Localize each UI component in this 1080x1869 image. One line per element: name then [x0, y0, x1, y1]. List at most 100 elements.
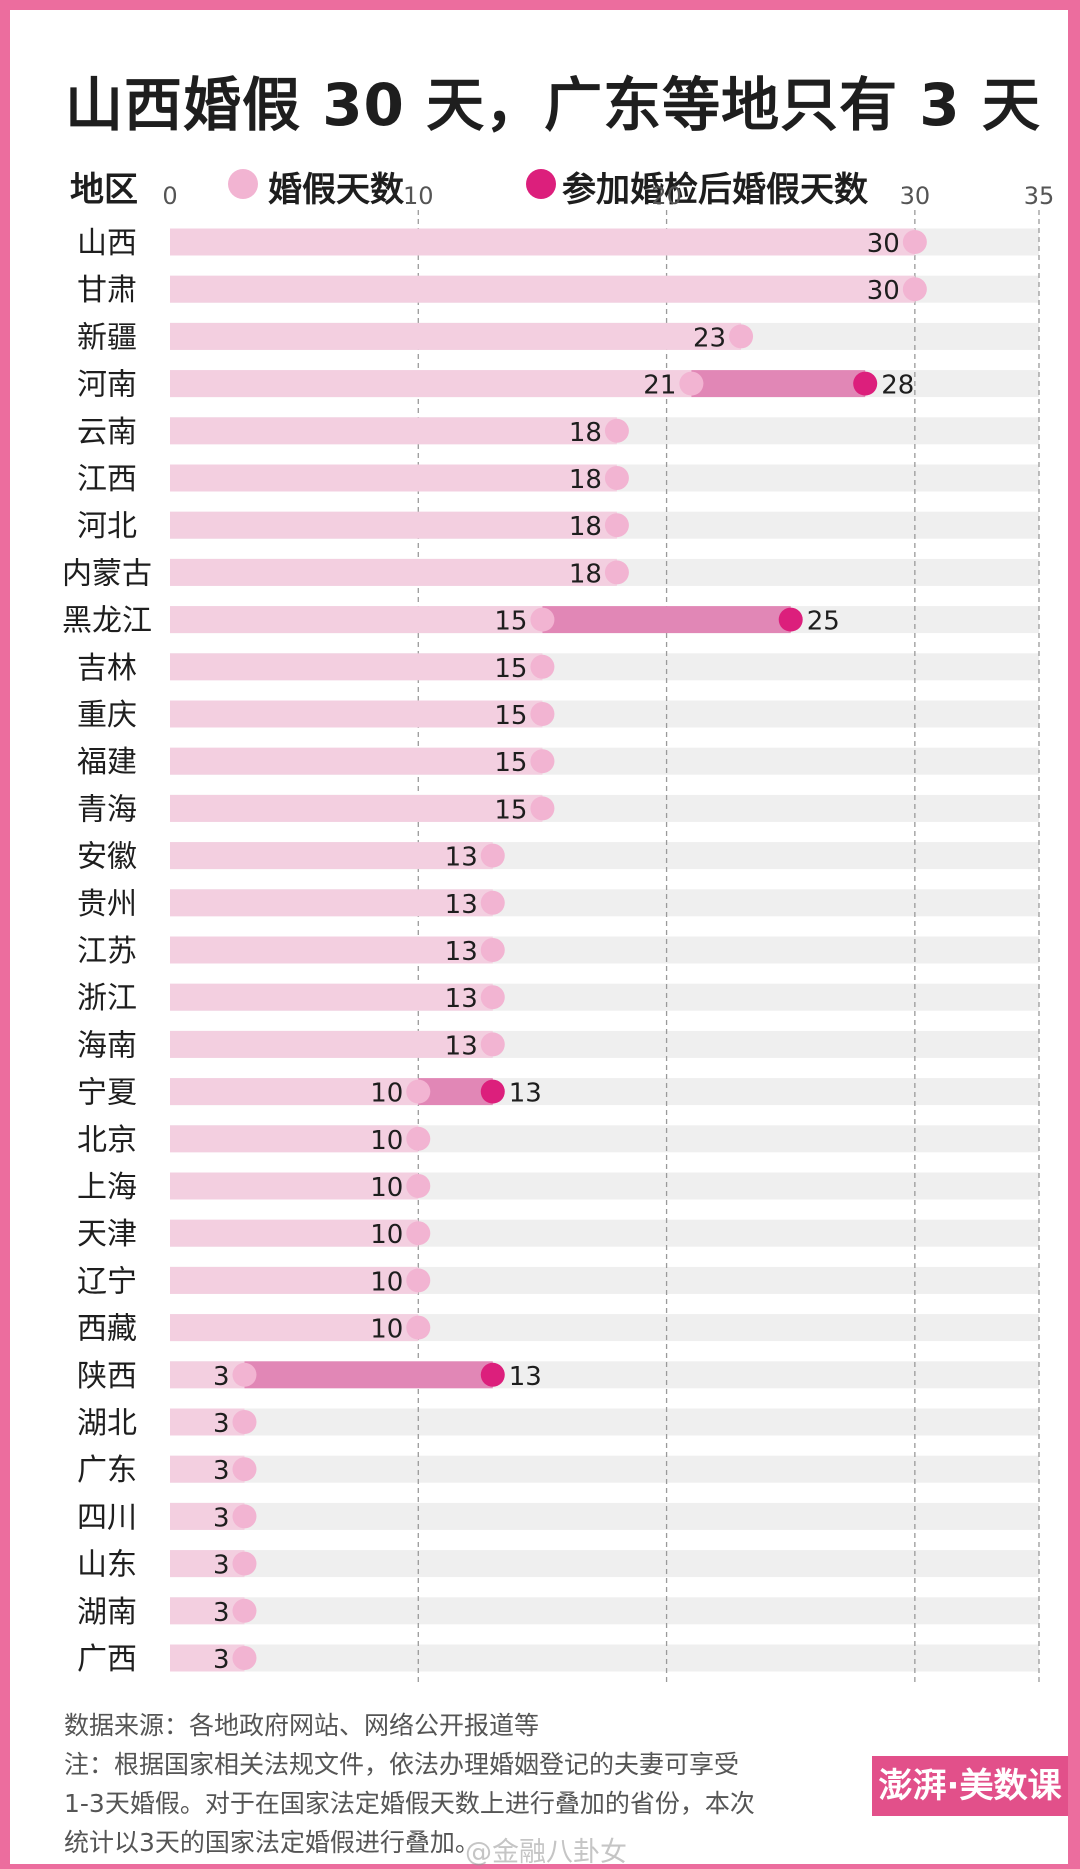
base-bar [170, 511, 617, 539]
base-legend-label: 婚假天数 [268, 170, 404, 210]
region-column-header: 地区 [70, 170, 138, 210]
base-value-label: 3 [213, 1362, 230, 1392]
base-value-label: 13 [445, 984, 478, 1014]
x-tick-label: 20 [651, 182, 682, 210]
base-bar [170, 464, 617, 492]
base-value-label: 13 [445, 937, 478, 967]
base-dot [902, 277, 927, 302]
base-dot [604, 513, 629, 538]
base-bar [170, 700, 543, 728]
base-dot [604, 466, 629, 490]
region-label: 甘肃 [77, 273, 137, 308]
row-track [170, 1455, 1039, 1483]
base-dot [406, 1079, 431, 1104]
region-label: 宁夏 [77, 1076, 137, 1111]
base-bar [170, 653, 543, 681]
base-bar [170, 889, 493, 917]
base-bar [170, 1172, 419, 1200]
base-bar [170, 417, 617, 445]
base-value-label: 13 [445, 1031, 478, 1061]
exam-value-label: 13 [509, 1362, 542, 1392]
note-line-3: 统计以3天的国家法定婚假进行叠加。 [64, 1828, 480, 1857]
base-dot [480, 938, 505, 962]
base-dot [480, 985, 505, 1010]
region-label: 广东 [77, 1453, 137, 1488]
exam-dot [480, 1079, 505, 1104]
base-dot [232, 1504, 257, 1529]
row-track [170, 1597, 1039, 1625]
base-dot [902, 230, 927, 254]
note-line-2: 1-3天婚假。对于在国家法定婚假天数上进行叠加的省份，本次 [64, 1789, 755, 1818]
region-label: 青海 [77, 792, 137, 827]
base-dot [406, 1268, 431, 1293]
base-bar [170, 1266, 419, 1294]
base-bar [170, 228, 915, 256]
exam-dot [778, 607, 803, 632]
base-bar [170, 1644, 245, 1672]
x-tick-label: 0 [162, 182, 177, 210]
exam-extension-bar [542, 606, 791, 634]
base-bar [170, 1125, 419, 1153]
base-bar [170, 1502, 245, 1530]
base-value-label: 3 [213, 1456, 230, 1486]
base-bar [170, 370, 692, 398]
base-value-label: 3 [213, 1409, 230, 1439]
region-label: 安徽 [77, 840, 137, 875]
base-value-label: 13 [445, 890, 478, 920]
base-value-label: 10 [370, 1315, 403, 1345]
base-dot [232, 1646, 257, 1670]
base-dot [679, 371, 704, 396]
region-label: 北京 [77, 1123, 137, 1158]
region-label: 新疆 [77, 320, 137, 355]
base-value-label: 18 [569, 418, 602, 448]
region-label: 重庆 [77, 698, 137, 733]
region-label: 四川 [77, 1500, 137, 1535]
base-dot [232, 1598, 257, 1623]
base-dot [406, 1315, 431, 1340]
base-value-label: 18 [569, 512, 602, 542]
base-bar [170, 747, 543, 775]
region-label: 江西 [77, 462, 137, 497]
source-note: 数据来源：各地政府网站、网络公开报道等 [64, 1711, 540, 1740]
base-value-label: 30 [867, 276, 900, 306]
base-value-label: 15 [494, 748, 527, 778]
region-label: 山西 [77, 226, 137, 261]
region-label: 上海 [77, 1170, 137, 1205]
footer-notes: 数据来源：各地政府网站、网络公开报道等 注：根据国家相关法规文件，依法办理婚姻登… [64, 1706, 864, 1862]
base-bar [170, 1408, 245, 1436]
base-value-label: 10 [370, 1220, 403, 1250]
base-dot [604, 560, 629, 585]
base-dot [232, 1362, 257, 1387]
base-bar [170, 1219, 419, 1247]
base-dot [232, 1410, 257, 1434]
row-track [170, 1644, 1039, 1672]
region-label: 云南 [77, 415, 137, 450]
base-value-label: 10 [370, 1267, 403, 1297]
exam-value-label: 28 [881, 371, 914, 401]
base-bar [170, 1550, 245, 1578]
base-bar [170, 1455, 245, 1483]
base-bar [170, 983, 493, 1011]
dot-bar-chart: 0 10 20 30 35 山西 30 甘肃 30 新疆 23 河南 21 28 云南 18 江西 18 河北 18 内… [62, 182, 1054, 1686]
exam-dot [480, 1362, 505, 1387]
row-track [170, 1550, 1039, 1578]
base-dot [406, 1221, 431, 1246]
brand-logo: 澎湃·美数课 [872, 1756, 1068, 1816]
legend: 地区 婚假天数 参加婚检后婚假天数 [10, 158, 1068, 210]
base-value-label: 15 [494, 701, 527, 731]
exam-extension-bar [244, 1361, 493, 1389]
base-value-label: 18 [569, 559, 602, 589]
base-value-label: 18 [569, 465, 602, 495]
base-bar [170, 1078, 419, 1106]
region-label: 内蒙古 [62, 556, 152, 591]
region-label: 海南 [77, 1028, 137, 1063]
region-label: 福建 [77, 745, 137, 780]
base-value-label: 3 [213, 1598, 230, 1628]
region-label: 贵州 [77, 887, 137, 922]
base-dot [480, 890, 505, 915]
base-value-label: 10 [370, 1079, 403, 1109]
base-value-label: 13 [445, 843, 478, 873]
base-bar [170, 1314, 419, 1342]
region-label: 广西 [77, 1642, 137, 1677]
base-bar [170, 275, 915, 303]
